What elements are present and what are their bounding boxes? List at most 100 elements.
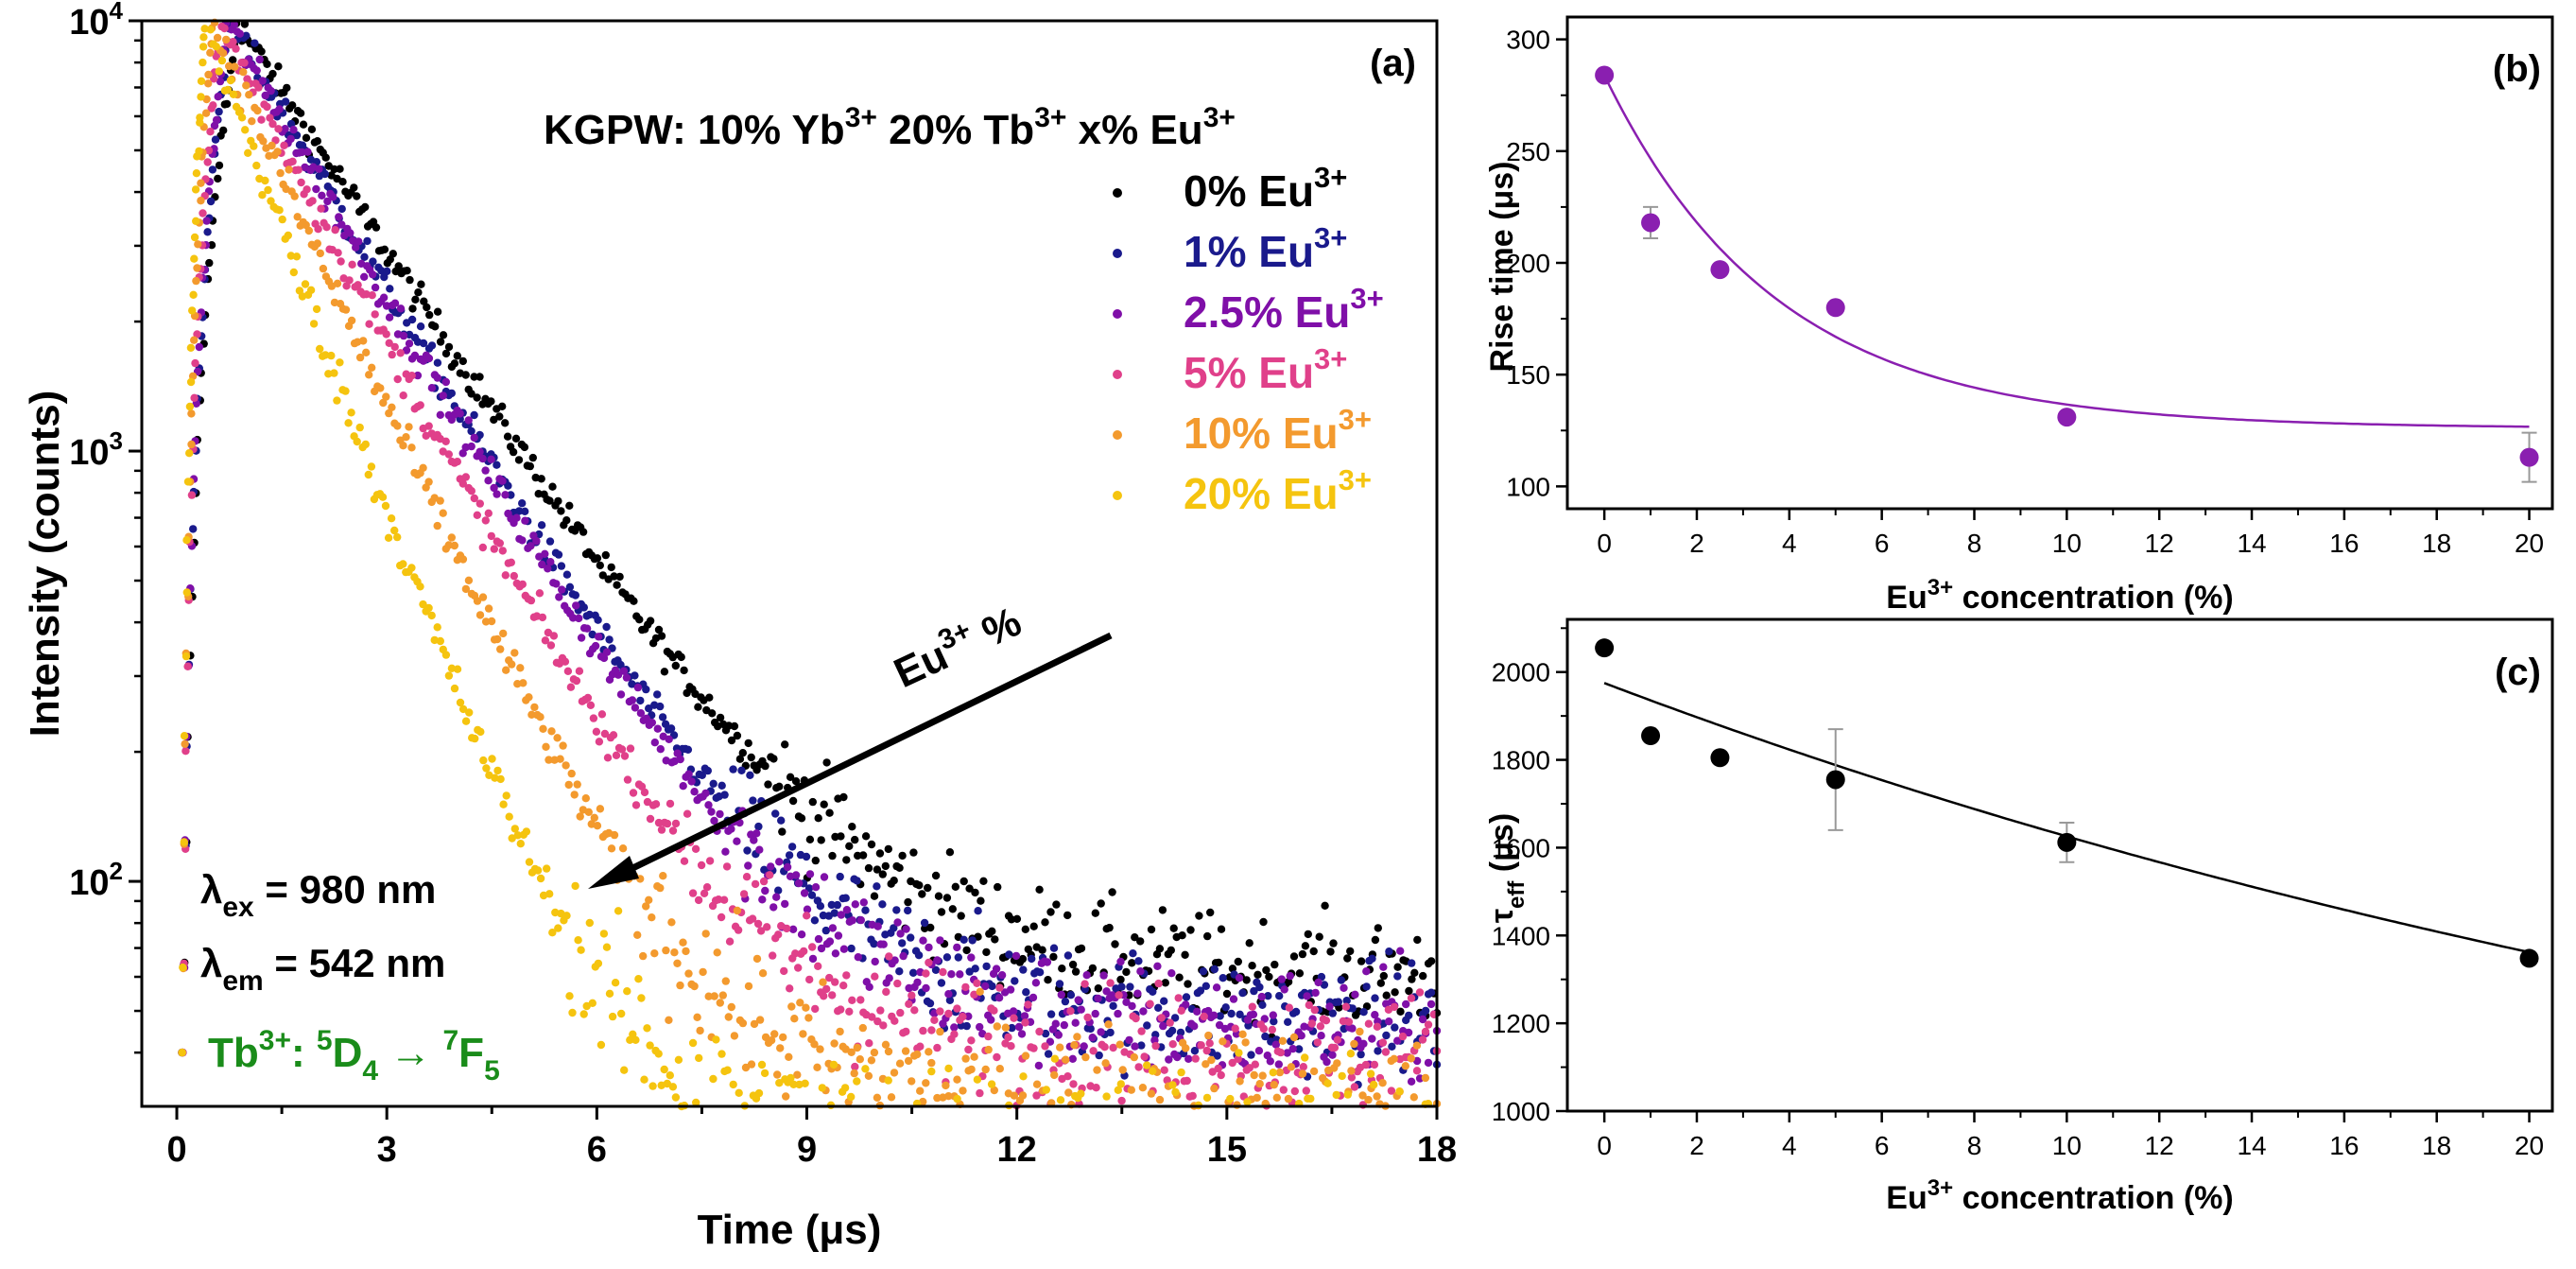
data-point: [1238, 988, 1247, 998]
data-point: [1088, 1034, 1097, 1042]
data-point: [1357, 957, 1366, 965]
data-point: [1412, 1041, 1422, 1050]
data-point: [427, 611, 436, 620]
data-point: [936, 1027, 944, 1036]
data-point: [819, 978, 827, 986]
data-point: [1259, 917, 1268, 927]
data-point: [525, 858, 534, 866]
data-point: [1307, 1019, 1317, 1028]
data-point: [933, 956, 942, 965]
data-point: [436, 410, 444, 419]
data-point: [450, 684, 459, 693]
data-point: [960, 935, 968, 944]
panel-b-label: (b): [2493, 48, 2541, 90]
data-point: [197, 77, 206, 86]
data-point: [787, 1002, 796, 1011]
data-point: [702, 883, 712, 892]
data-point: [481, 617, 491, 626]
data-point: [692, 1098, 700, 1107]
data-point: [470, 373, 478, 381]
data-point: [1362, 982, 1371, 991]
data-point: [547, 727, 556, 736]
data-point: [231, 62, 239, 71]
data-point: [1181, 950, 1189, 959]
data-point: [797, 930, 806, 939]
data-point: [539, 724, 547, 733]
data-point: [1193, 1007, 1202, 1017]
data-point: [1136, 966, 1145, 976]
data-point: [369, 257, 377, 266]
data-point: [292, 252, 302, 261]
data-point: [316, 344, 324, 354]
data-point: [1166, 1018, 1174, 1027]
data-point: [1021, 925, 1030, 933]
data-point: [735, 1088, 743, 1098]
data-point: [359, 337, 368, 345]
data-point: [1358, 1091, 1367, 1100]
data-point: [709, 779, 717, 788]
data-point: [873, 1093, 882, 1103]
data-point: [842, 971, 851, 980]
data-point: [805, 975, 814, 984]
data-point: [453, 458, 461, 466]
data-point: [611, 979, 620, 987]
data-point: [360, 252, 369, 261]
data-point: [589, 714, 598, 722]
data-point: [538, 613, 547, 622]
data-point: [192, 276, 200, 286]
data-point: [1052, 900, 1061, 909]
data-point: [1114, 1086, 1123, 1095]
data-point: [682, 947, 690, 956]
data-point: [657, 826, 666, 834]
data-point: [1391, 988, 1399, 997]
data-point: [959, 1013, 967, 1021]
data-point: [1167, 969, 1176, 978]
data-point: [696, 1026, 704, 1035]
data-point: [1374, 924, 1383, 932]
data-point: [1136, 937, 1145, 946]
data-point: [493, 634, 502, 644]
data-point: [559, 741, 567, 750]
data-point: [219, 126, 228, 135]
data-point: [825, 808, 834, 817]
data-point: [461, 371, 470, 379]
data-point: [470, 433, 478, 443]
data-point: [557, 507, 565, 515]
data-point: [976, 1088, 984, 1098]
data-point: [242, 31, 251, 40]
data-point: [499, 800, 508, 808]
data-point: [321, 153, 330, 162]
data-point: [710, 816, 718, 826]
data-point: [183, 478, 193, 486]
data-point: [697, 860, 706, 870]
data-point: [215, 161, 224, 170]
data-point: [406, 275, 414, 285]
data-point: [575, 614, 583, 623]
data-point: [263, 102, 271, 112]
data-point: [984, 1045, 993, 1054]
data-point: [345, 276, 354, 285]
data-point: [1182, 993, 1191, 1001]
data-point: [1149, 1067, 1157, 1075]
data-point: [498, 547, 507, 555]
data-point: [758, 895, 767, 904]
data-point: [538, 560, 546, 569]
data-point: [699, 967, 707, 977]
panel-a-y-axis-label: Intensity (counts): [22, 391, 68, 738]
data-point: [828, 851, 837, 860]
data-point: [615, 572, 624, 582]
data-point: [268, 119, 277, 129]
data-point: [925, 1048, 933, 1056]
data-point: [1004, 1033, 1012, 1042]
data-point: [1396, 947, 1405, 955]
data-point: [944, 1064, 953, 1073]
data-point: [1359, 1039, 1368, 1049]
data-point: [533, 866, 543, 875]
data-point: [1278, 1036, 1288, 1046]
data-point: [1234, 957, 1243, 966]
data-point: [215, 67, 223, 76]
data-point: [530, 703, 539, 712]
data-point: [1214, 958, 1223, 967]
panel-a-data-points: [178, 18, 1442, 1111]
data-point: [1373, 1022, 1382, 1032]
